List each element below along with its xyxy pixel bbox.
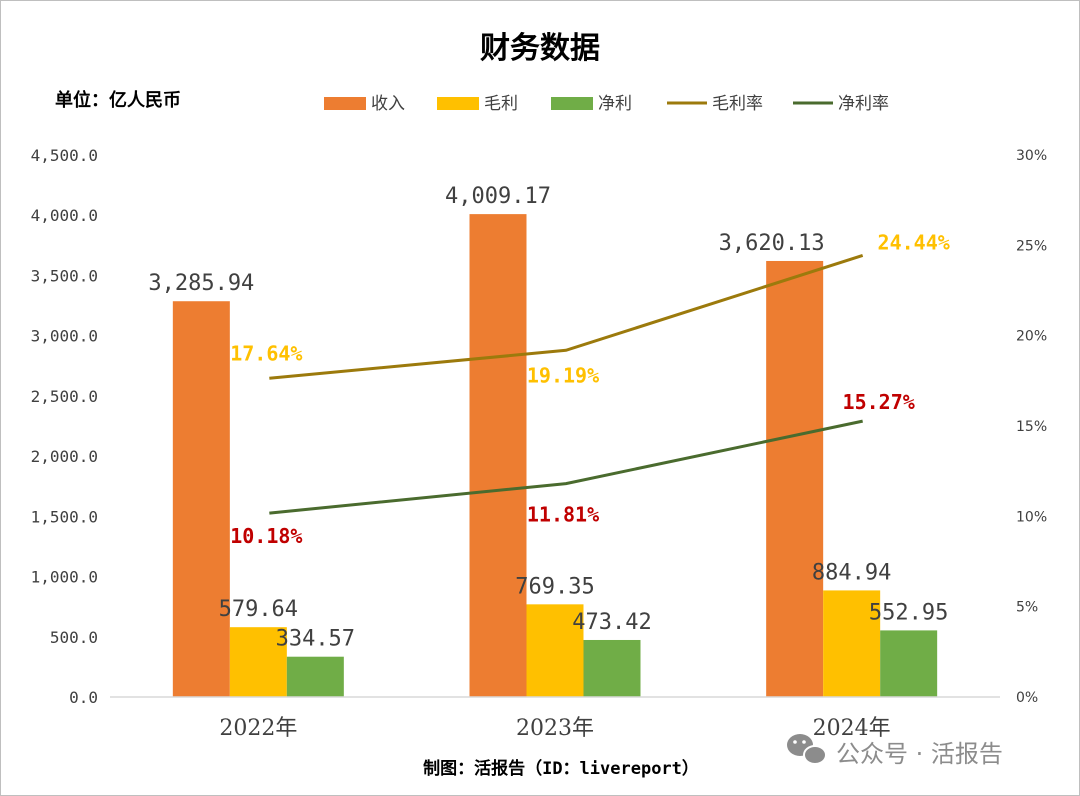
y-tick-label: 3,000.0 (31, 327, 98, 346)
bar-value-label: 334.57 (276, 627, 355, 652)
line-value-label: 24.44% (878, 230, 950, 254)
watermark-text: 公众号 · 活报告 (836, 740, 1003, 768)
y-tick-label: 4,500.0 (31, 146, 98, 165)
bar (526, 604, 584, 697)
legend-label: 毛利率 (712, 94, 763, 114)
source-note: 制图：活报告（ID：livereport） (423, 758, 699, 779)
line-series (269, 254, 864, 380)
line-series (269, 419, 863, 515)
y-tick-label: 1,500.0 (31, 507, 98, 526)
legend-label: 净利 (598, 94, 632, 114)
y2-tick-label: 15% (1016, 419, 1047, 435)
legend-label: 净利率 (838, 94, 889, 114)
x-tick-label: 2023年 (516, 716, 594, 741)
line-value-label: 15.27% (843, 390, 915, 414)
data-labels: 3,285.94 579.64 334.57 4,009.17 769.35 473.42… (148, 184, 949, 652)
watermark: 公众号 · 活报告 (787, 734, 1003, 768)
legend-label: 收入 (371, 94, 405, 114)
unit-label: 单位：亿人民币 (55, 89, 181, 111)
bar (469, 214, 527, 698)
y-tick-label: 2,500.0 (31, 387, 98, 406)
bar-value-label: 3,285.94 (148, 271, 254, 296)
y2-tick-label: 20% (1016, 329, 1047, 345)
legend-swatch (324, 97, 366, 110)
bar-value-label: 552.95 (869, 600, 948, 625)
x-tick-label: 2022年 (219, 716, 297, 741)
lines (269, 254, 864, 515)
line-value-label: 10.18% (230, 524, 302, 548)
y-tick-label: 3,500.0 (31, 266, 98, 285)
bar (766, 260, 824, 697)
bar (823, 590, 881, 697)
chart-title: 财务数据 (480, 31, 600, 66)
wechat-icon (787, 734, 827, 765)
bar (583, 639, 641, 697)
legend-swatch (551, 97, 593, 110)
y-tick-label: 4,000.0 (31, 206, 98, 225)
bar-value-label: 3,620.13 (719, 231, 825, 256)
y2-tick-label: 25% (1016, 238, 1047, 254)
legend-label: 毛利 (484, 94, 518, 114)
legend-swatch (437, 97, 479, 110)
y-tick-label: 1,000.0 (31, 568, 98, 587)
left-axis: 0.0 500.0 1,000.0 1,500.0 2,000.0 2,500.0 3,00… (31, 146, 98, 707)
y2-tick-label: 30% (1016, 148, 1047, 164)
bar-value-label: 579.64 (219, 597, 298, 622)
bar (286, 656, 344, 697)
right-axis: 0% 5% 10% 15% 20% 25% 30% (1016, 148, 1047, 706)
bar (229, 627, 287, 697)
y-tick-label: 500.0 (50, 628, 98, 647)
y2-tick-label: 10% (1016, 509, 1047, 525)
y2-tick-label: 0% (1016, 690, 1038, 706)
bars (172, 214, 938, 698)
y2-tick-label: 5% (1016, 600, 1038, 616)
line-value-label: 17.64% (230, 341, 302, 365)
bar (880, 630, 938, 697)
line-value-label: 19.19% (527, 363, 599, 387)
bar-value-label: 769.35 (515, 574, 594, 599)
line-value-label: 11.81% (527, 503, 599, 527)
legend: 收入 毛利 净利 毛利率 净利率 (324, 94, 889, 114)
bar-value-label: 473.42 (572, 610, 651, 635)
x-tick-label: 2024年 (813, 716, 891, 741)
x-axis: 2022年 2023年 2024年 (110, 696, 1000, 741)
y-tick-label: 2,000.0 (31, 447, 98, 466)
bar-value-label: 4,009.17 (445, 184, 551, 209)
y-tick-label: 0.0 (69, 688, 98, 707)
bar (172, 301, 230, 697)
bar-value-label: 884.94 (812, 560, 891, 585)
